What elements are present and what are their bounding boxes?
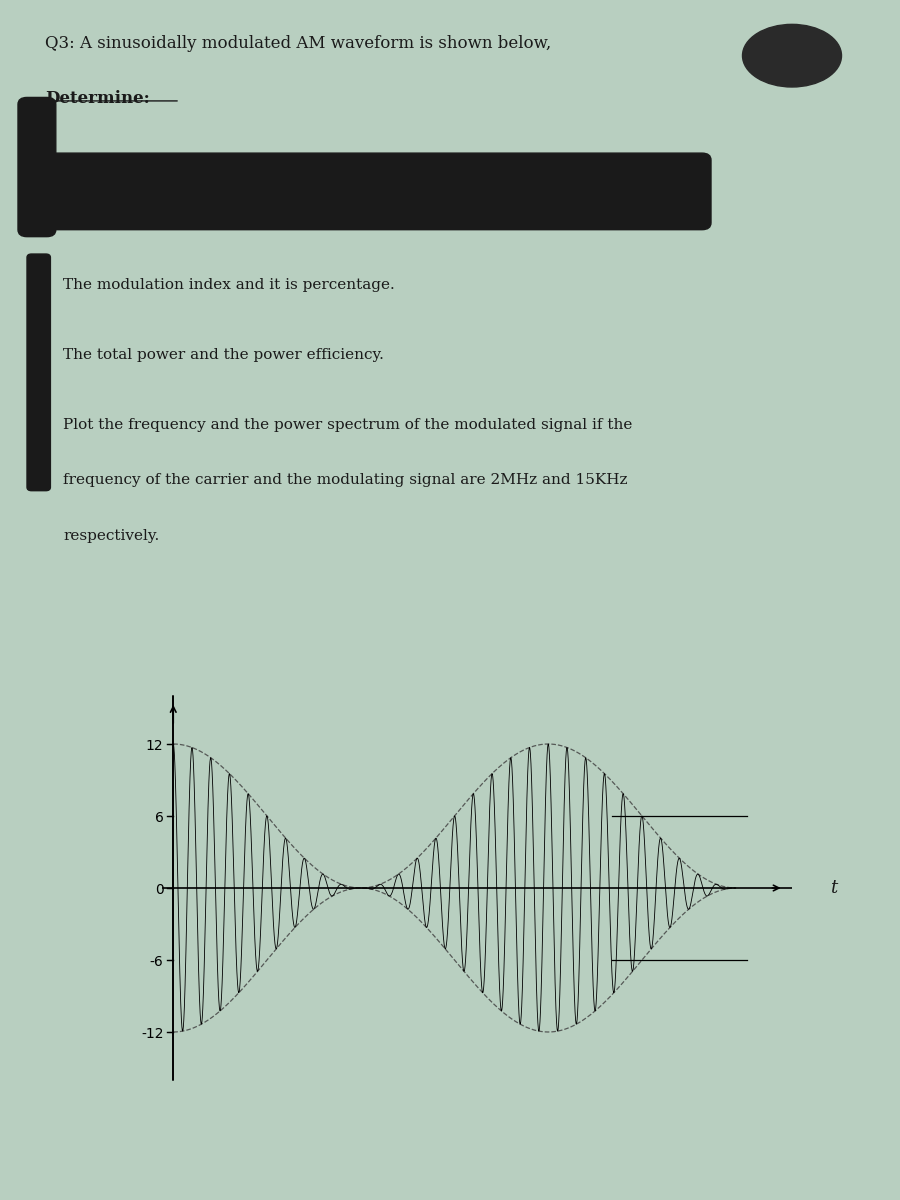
- Text: Determine:: Determine:: [45, 90, 149, 108]
- Text: The modulation index and it is percentage.: The modulation index and it is percentag…: [63, 278, 395, 293]
- Text: t: t: [830, 878, 837, 898]
- Text: frequency of the carrier and the modulating signal are 2MHz and 15KHz: frequency of the carrier and the modulat…: [63, 473, 627, 487]
- FancyBboxPatch shape: [36, 154, 711, 229]
- Text: respectively.: respectively.: [63, 529, 159, 542]
- Ellipse shape: [742, 24, 842, 86]
- Text: The total power and the power efficiency.: The total power and the power efficiency…: [63, 348, 384, 362]
- FancyBboxPatch shape: [27, 254, 50, 491]
- Text: Plot the frequency and the power spectrum of the modulated signal if the: Plot the frequency and the power spectru…: [63, 418, 633, 432]
- Text: Q3: A sinusoidally modulated AM waveform is shown below,: Q3: A sinusoidally modulated AM waveform…: [45, 35, 551, 52]
- FancyBboxPatch shape: [18, 97, 56, 236]
